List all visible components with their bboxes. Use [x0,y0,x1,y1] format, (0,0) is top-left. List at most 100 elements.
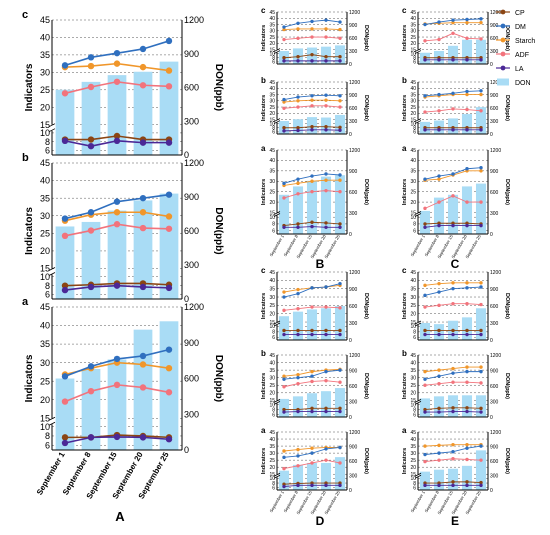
data-point-adf [479,458,483,462]
tick-label-right: 0 [490,232,493,238]
tick-label-right: 300 [349,473,358,479]
data-point-cp [113,132,121,140]
data-point-la [310,59,314,63]
legend-marker-starch [500,37,506,43]
tick-label-right: 300 [490,473,499,479]
data-point-starch [451,20,455,25]
don-bar [133,200,153,299]
tick-label-right: 900 [490,287,499,293]
data-point-la [479,332,483,337]
data-point-dm [165,346,173,353]
data-point-starch [423,283,427,288]
tick-label-right: 1200 [184,158,204,168]
subplot-label: b [261,76,266,85]
data-point-cp [310,406,314,411]
tick-label-left: 45 [410,430,416,436]
data-point-starch [282,27,286,32]
tick-label-left: 40 [269,278,275,284]
data-point-dm [465,369,469,374]
tick-label-left: 40 [410,437,416,443]
tick-label-left: 40 [410,360,416,366]
data-point-la [310,224,314,229]
tick-label-right: 0 [349,232,352,238]
data-point-cp [296,55,300,59]
tick-label-left: 10 [40,422,50,432]
tick-label-left: 15 [269,398,275,404]
data-point-la [282,59,286,63]
data-point-adf [310,305,314,309]
tick-label-left: 35 [40,50,50,60]
tick-label-left: 8 [45,431,50,441]
data-point-starch [296,99,300,103]
tick-label-right: 900 [184,49,199,59]
data-point-adf [87,83,95,91]
tick-label-left: 6 [413,130,416,136]
data-point-dm [465,89,469,94]
data-point-la [282,225,286,229]
don-bar [306,180,318,234]
data-point-adf [139,384,147,391]
tick-label-right: 0 [184,294,189,304]
data-point-dm [139,45,147,53]
y-axis-label: Indicators [24,63,35,111]
data-point-adf [324,35,328,39]
axis-break-mark [414,120,422,124]
data-point-la [282,410,286,414]
tick-label-right: 0 [490,488,493,494]
subplot-label: c [402,266,407,275]
tick-label-right: 300 [349,321,358,327]
data-point-la [139,283,147,291]
data-point-cp [451,406,455,410]
data-point-la [87,434,95,441]
data-point-adf [423,305,427,309]
tick-label-left: 10 [269,476,275,482]
data-point-la [282,332,286,337]
data-point-la [451,483,455,488]
data-point-starch [296,447,300,452]
tick-label-left: 40 [269,16,275,22]
tick-label-left: 30 [410,179,416,185]
tick-label-left: 15 [40,413,50,423]
tick-label-right: 900 [184,338,199,348]
tick-label-left: 6 [413,228,416,234]
don-bar [419,398,431,417]
axis-break-mark [414,118,422,122]
data-point-adf [479,37,483,41]
panel-letter: A [115,509,125,524]
data-point-adf [113,78,121,85]
tick-label-right: 900 [490,368,499,374]
data-point-la [296,483,300,488]
y-axis-label: Indicators [261,95,267,121]
data-point-starch [465,365,469,369]
data-point-la [479,128,483,132]
data-point-la [296,409,300,414]
tick-label-left: 6 [413,60,416,66]
data-point-starch [324,98,328,102]
data-point-la [324,128,328,132]
don-bar [320,308,332,340]
data-point-adf [423,39,427,43]
data-point-adf [282,196,286,200]
tick-label-right: 900 [184,192,199,202]
panel-c: 15202530354045681003006009001200Indicato… [402,6,510,271]
data-point-cp [282,328,286,333]
tick-label-right: 0 [349,62,352,68]
tick-label-left: 6 [272,60,275,66]
tick-label-left: 25 [40,228,50,238]
data-point-la [338,409,342,414]
data-point-cp [282,407,286,412]
data-point-dm [324,369,328,374]
data-point-cp [479,328,483,333]
data-point-dm [310,94,314,98]
data-point-adf [310,104,314,108]
axis-break-mark [414,211,422,215]
panel-letter: D [316,514,325,528]
tick-label-left: 8 [272,481,275,487]
data-point-dm [479,17,483,21]
tick-label-left: 40 [269,437,275,443]
don-bar [433,197,445,234]
data-point-adf [296,382,300,386]
data-point-starch [282,449,286,453]
tick-label-right: 900 [349,287,358,293]
tick-label-right: 600 [184,226,199,236]
